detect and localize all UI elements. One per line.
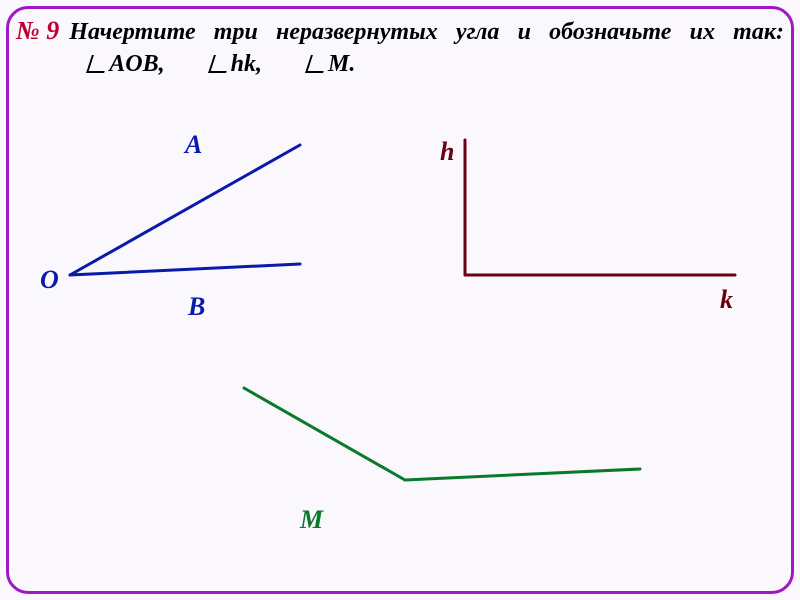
angle-hk-shape bbox=[465, 140, 735, 275]
label-o: O bbox=[40, 265, 59, 295]
angle-aob-shape bbox=[70, 145, 300, 275]
label-a: A bbox=[185, 130, 202, 160]
label-k: k bbox=[720, 285, 733, 315]
angle-m-shape bbox=[244, 388, 640, 480]
label-h: h bbox=[440, 137, 454, 167]
label-m: M bbox=[300, 505, 323, 535]
diagram-canvas bbox=[0, 0, 800, 600]
label-b: B bbox=[188, 292, 205, 322]
